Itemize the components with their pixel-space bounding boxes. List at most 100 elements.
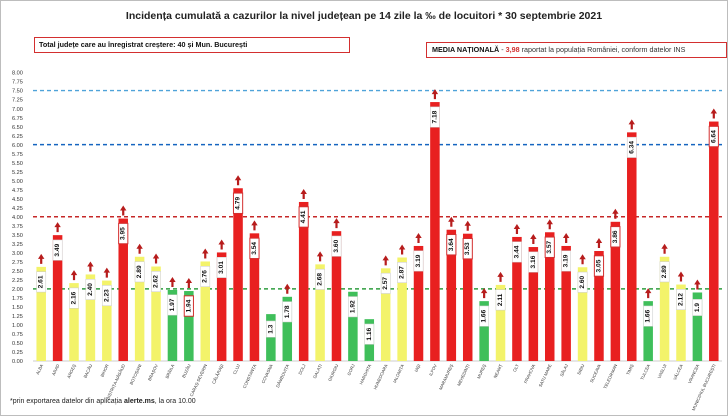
value-label-box [577,271,588,293]
increase-arrow-icon [562,232,570,243]
value-label-box [610,226,621,248]
x-category-label: GALAȚI [312,363,323,379]
value-label: 3.01 [218,261,225,274]
bar [36,266,46,361]
y-tick-label: 7.25 [12,98,23,104]
x-category-label: IAȘI [413,363,421,372]
y-tick-label: 7.00 [12,107,23,113]
value-label: 3.49 [54,243,61,256]
x-category-label: MUREȘ [476,363,487,379]
bar [577,267,588,361]
x-category-label: GIURGIU [327,363,339,382]
x-category-label: BIHOR [99,363,109,377]
increase-arrow-icon [497,271,504,282]
x-category-label: OLT [512,363,520,373]
value-label-box [495,289,506,311]
value-label-box [380,272,391,294]
x-category-label: ILFOV [428,363,438,376]
increase-arrow-icon [120,205,127,216]
value-label-box [298,206,309,228]
x-category-label: DÂMBOVIȚA [275,363,290,388]
value-label-box [232,192,244,214]
increase-arrow-icon [431,89,439,100]
x-category-label: ARGEȘ [66,363,77,379]
reference-lines [33,89,722,290]
x-category-label: ARAD [51,363,61,376]
value-label: 1.66 [481,309,488,322]
x-category-label: VRANCEA [687,363,700,384]
national-average-value: 3,98 [505,45,520,54]
value-label: 3.19 [415,254,422,267]
increase-arrow-icon [185,278,193,289]
y-axis-ticks: 0.00 0.25 0.50 0.75 1.00 1.25 1.50 1.75 2.00 2.25… [12,71,722,365]
value-label-box [200,266,211,287]
y-tick-label: 6.25 [12,134,23,140]
y-tick-label: 1.25 [12,314,23,320]
bar [430,102,440,361]
x-category-label: TIMIȘ [625,363,634,376]
x-category-label: CLUJ [232,363,241,375]
value-label: 2.11 [497,293,504,306]
increase-arrow-icon [628,119,635,130]
value-label-box [69,287,79,309]
value-label: 6.34 [628,141,635,154]
value-label-box [692,299,703,316]
value-label-box [118,222,129,245]
increase-arrow-icon [661,243,668,254]
value-label: 1.9 [694,303,701,312]
y-tick-label: 3.00 [12,251,23,257]
x-category-label: HUNEDOARA [372,363,388,390]
increase-arrow-icon [169,276,176,287]
x-category-label: BRĂILA [164,363,175,379]
value-label: 2.16 [71,291,78,304]
value-label: 3.60 [333,239,340,252]
national-average-sep: - [499,45,506,54]
value-label-box [528,251,539,273]
y-tick-label: 4.75 [12,188,23,194]
increase-arrow-icon [87,261,94,272]
increase-arrow-icon [530,234,537,245]
y-tick-label: 1.75 [12,296,23,302]
y-tick-label: 5.00 [12,179,23,185]
x-category-label: CARAȘ-SEVERIN [189,363,208,397]
increase-arrow-icon [234,175,242,186]
bar [282,296,293,361]
value-label-box [413,250,424,272]
value-label-box [643,305,654,327]
increase-arrow-icon [103,267,111,278]
value-label-box [708,125,719,148]
x-category-label: BOTOȘANI [129,363,143,385]
y-tick-label: 3.75 [12,224,23,230]
bar [85,274,96,361]
x-category-label: ALBA [35,363,44,375]
value-label: 2.40 [87,283,94,296]
value-label: 2.61 [38,275,45,288]
increase-arrow-icon [415,232,422,243]
bar [692,292,703,361]
y-tick-label: 1.50 [12,305,23,311]
value-label-box [348,296,358,318]
value-label-box [593,255,605,277]
y-tick-label: 0.50 [12,341,23,347]
value-label: 2.89 [661,265,668,278]
y-tick-label: 5.50 [12,161,23,167]
value-label: 2.87 [399,266,406,279]
increase-arrow-icon [513,223,521,234]
x-category-label: SIBIU [576,363,585,375]
y-tick-label: 4.00 [12,215,23,221]
bar [594,251,604,361]
y-tick-label: 5.75 [12,152,23,158]
value-label: 3.64 [448,238,455,251]
y-tick-label: 3.50 [12,233,23,239]
x-category-label: GORJ [346,363,356,376]
x-category-label: SUCEAVA [589,363,602,383]
bar [627,132,637,361]
y-tick-label: 2.25 [12,278,23,284]
y-tick-label: 7.75 [12,80,23,86]
x-category-label: TULCEA [639,363,651,381]
bar [52,235,63,361]
x-category-label: BACĂU [83,363,94,379]
y-tick-label: 0.75 [12,332,23,338]
bar [167,289,178,361]
